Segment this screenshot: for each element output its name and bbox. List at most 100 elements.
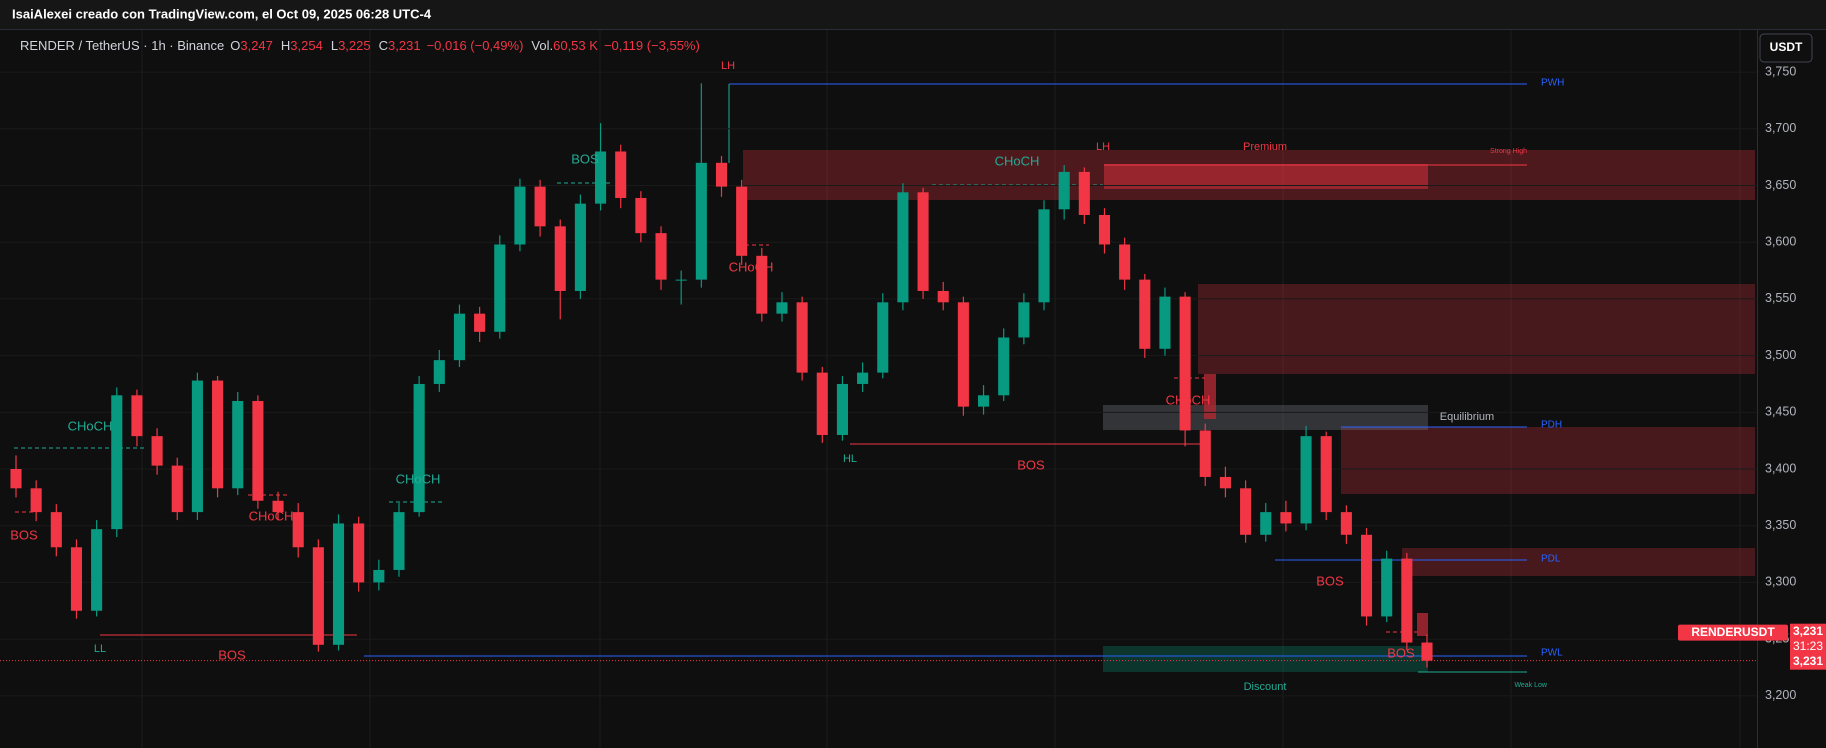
candle-body	[635, 197, 647, 234]
annotation: LH	[1096, 141, 1110, 153]
candle-body	[554, 226, 566, 291]
candle-body	[453, 313, 466, 361]
y-tick-label: 3,650	[1765, 178, 1796, 192]
annotation: CHoCH	[68, 418, 113, 433]
annotation: Discount	[1244, 681, 1287, 693]
ohlc-key: H	[281, 38, 290, 53]
candle-body	[1139, 279, 1151, 349]
annotation: Strong High	[1490, 148, 1527, 155]
equilibrium-zone	[1103, 405, 1428, 430]
price-badge	[1790, 623, 1826, 670]
candle-body	[1159, 296, 1171, 349]
annotation: Premium	[1243, 141, 1287, 153]
volume-value: 60,53 K	[553, 38, 598, 53]
price-badge-label: 3,231	[1793, 654, 1823, 668]
annotation: BOS	[1017, 457, 1045, 472]
candle-body	[877, 302, 889, 373]
y-tick-label: 3,700	[1765, 121, 1796, 135]
candle-body	[1078, 171, 1090, 215]
candle-body	[1119, 244, 1131, 280]
y-tick-label: 3,300	[1765, 575, 1796, 589]
annotation: BOS	[1316, 573, 1344, 588]
candle-body	[1280, 512, 1292, 524]
volume-key: Vol.	[531, 38, 553, 53]
y-tick-label: 3,450	[1765, 405, 1796, 419]
symbol-badge-label: RENDERUSDT	[1691, 625, 1775, 639]
candle-body	[1018, 302, 1030, 338]
annotation: Equilibrium	[1440, 411, 1494, 423]
candle-body	[957, 302, 969, 407]
countdown-label: 31:23	[1793, 639, 1823, 653]
candle-body	[111, 395, 123, 530]
candle-body	[1401, 558, 1413, 643]
price-badge-label: 3,231	[1793, 624, 1823, 638]
candle-body	[1381, 558, 1393, 617]
candle-body	[977, 395, 990, 407]
annotation: PWH	[1541, 78, 1564, 89]
candle-body	[715, 162, 728, 187]
annotation: PDH	[1541, 420, 1562, 431]
annotation: CHoCH	[396, 471, 441, 486]
y-tick-label: 3,500	[1765, 348, 1796, 362]
candle-body	[413, 383, 425, 513]
candle-body	[736, 186, 748, 256]
candle-body	[615, 151, 627, 198]
ohlc-value: 3,231	[388, 38, 421, 53]
attribution: IsaiAlexei creado con TradingView.com, e…	[12, 6, 432, 21]
candle-body	[1098, 214, 1111, 245]
candle-body	[857, 372, 869, 384]
ohlc-key: L	[331, 38, 338, 53]
candle-body	[332, 523, 345, 645]
candle-body	[776, 302, 788, 314]
volume-change: −0,119 (−3,55%)	[604, 38, 700, 53]
annotation: CHoCH	[729, 259, 774, 274]
currency-button-label[interactable]: USDT	[1770, 40, 1803, 54]
annotation: Weak Low	[1514, 682, 1547, 689]
candle-body	[151, 436, 163, 466]
order-block	[1402, 548, 1755, 576]
candle-body	[171, 465, 183, 513]
legend-line: RENDER / TetherUS · 1h · Binance O3,247 H3…	[20, 38, 700, 53]
candle-body	[1038, 209, 1050, 303]
change-value: −0,016 (−0,49%)	[427, 38, 524, 53]
candle-body	[1260, 512, 1272, 535]
ohlc-value: 3,254	[290, 38, 323, 53]
candle-body	[917, 192, 929, 291]
candle-body	[1179, 296, 1191, 431]
candle-body	[272, 500, 284, 513]
candle-body	[10, 469, 22, 489]
candle-body	[1320, 436, 1332, 513]
candle-body	[191, 380, 203, 513]
candle-body	[494, 244, 506, 332]
currency-button[interactable]	[1759, 33, 1813, 63]
candle-body	[998, 337, 1010, 396]
candle-body	[312, 547, 324, 645]
candle-body	[433, 360, 445, 384]
annotation: CHoCH	[995, 153, 1040, 168]
order-block	[1198, 284, 1755, 374]
top-bar	[0, 0, 1826, 29]
candle-body	[574, 203, 586, 291]
candle-body	[232, 400, 244, 489]
discount-zone	[1103, 646, 1428, 672]
y-tick-label: 3,200	[1765, 688, 1796, 702]
candle-body	[1421, 642, 1433, 661]
candle-body	[1058, 171, 1070, 210]
annotation: BOS	[571, 151, 599, 166]
annotation: PDL	[1541, 554, 1561, 565]
ohlc-value: 3,247	[240, 38, 273, 53]
y-tick-label: 3,600	[1765, 235, 1796, 249]
candle-body	[393, 512, 405, 570]
candle-body	[70, 547, 83, 611]
order-block	[1341, 427, 1755, 494]
candle-body	[292, 512, 304, 548]
candle-body	[212, 380, 224, 489]
candle-body	[50, 512, 62, 548]
ohlc-key: C	[379, 38, 388, 53]
annotation: LL	[94, 643, 106, 655]
symbol-legend: RENDER / TetherUS · 1h · Binance O3,247 H3…	[20, 38, 700, 53]
candle-body	[353, 523, 365, 583]
